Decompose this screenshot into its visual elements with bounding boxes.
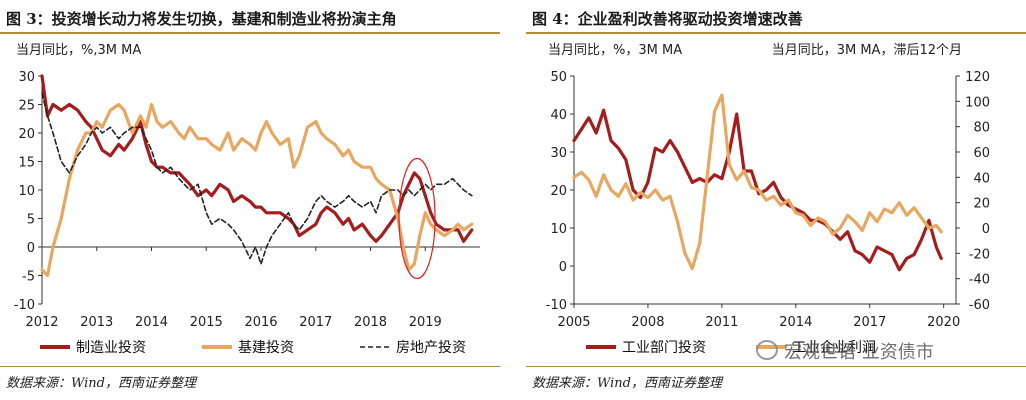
y-axis-label: 当月同比，%,3M MA [16,43,141,58]
x-tick-label: 2014 [779,315,812,330]
y-tick-label: 25 [18,99,35,114]
y-tick-label: 0 [27,241,35,256]
x-tick-label: 2011 [705,315,738,330]
x-tick-label: 2019 [409,315,442,330]
title-rule [526,32,1026,34]
y-tick-label: 20 [550,184,567,199]
wechat-icon [756,340,778,360]
series-line-2 [41,92,473,265]
x-tick-label: 2020 [927,315,960,330]
chart-title: 图 4：企业盈利改善将驱动投资增速改善 [532,10,803,28]
y-tick-label: 30 [18,70,35,85]
chart-panel-left: 图 3：投资增长动力将发生切换，基建和制造业将扮演主角 当月同比，%,3M MA… [0,0,500,400]
legend-label-0: 制造业投资 [76,340,146,356]
legend-label-0: 工业部门投资 [622,340,706,356]
y-tick-label: -5 [22,270,35,285]
series-line-1 [572,93,943,271]
title-rule [0,32,500,34]
y-tick-label: 50 [550,70,567,85]
y2-tick-label: 40 [973,171,990,186]
x-tick-label: 2013 [80,315,113,330]
y2-tick-label: 120 [965,70,990,85]
y2-axis-label: 当月同比，3M MA，滞后12个月 [772,43,962,58]
y-tick-label: 5 [27,213,35,228]
chart-plot-left: 当月同比，%,3M MA -10 -5 0 5 10 15 20 25 30 2012 2013 201… [14,43,480,356]
series-line-1 [40,102,474,278]
y2-tick-label: 20 [973,197,990,212]
y-tick-label: 20 [18,127,35,142]
x-tick-label: 2014 [135,315,168,330]
x-tick-label: 2015 [190,315,223,330]
y2-tick-label: 80 [973,121,990,136]
y2-tick-label: 60 [973,146,990,161]
chart-plot-right: 当月同比，%，3M MA 当月同比，3M MA，滞后12个月 -10 0 10 20 30 4… [546,43,990,356]
source-rule [526,366,1026,367]
y2-tick-label: 100 [965,95,990,110]
y-tick-label: 40 [550,108,567,123]
y2-tick-label: -60 [969,298,990,313]
watermark: 宏观世语 业资债市 [756,338,934,364]
source-rule [0,366,500,367]
y2-tick-label: 0 [982,222,990,237]
x-tick-label: 2017 [299,315,332,330]
chart-title-bar: 图 3：投资增长动力将发生切换，基建和制造业将扮演主角 [0,4,500,30]
watermark-text: 宏观世语 业资债市 [784,342,934,363]
chart-title-bar: 图 4：企业盈利改善将驱动投资增速改善 [526,4,1026,30]
y-tick-label: 30 [550,146,567,161]
y2-tick-label: -40 [969,273,990,288]
highlight-ellipse [398,157,436,280]
legend-label-2: 房地产投资 [396,340,466,356]
y-tick-label: -10 [546,298,567,313]
series-line-0 [40,74,474,243]
source-note: 数据来源：Wind，西南证券整理 [6,376,196,391]
y2-tick-label: -20 [969,247,990,262]
y-tick-label: 10 [550,222,567,237]
legend-label-1: 基建投资 [238,339,294,356]
series-line-0 [572,108,943,272]
y-tick-label: -10 [14,298,35,313]
legend-label-1: 工业企业利润 [792,339,876,356]
x-tick-label: 2016 [244,315,277,330]
x-tick-label: 2018 [354,315,387,330]
x-tick-label: 2012 [25,315,58,330]
x-tick-label: 2005 [557,315,590,330]
y-tick-label: 0 [559,260,567,275]
y-axis-label: 当月同比，%，3M MA [548,43,682,58]
chart-panel-right: 图 4：企业盈利改善将驱动投资增速改善 当月同比，%，3M MA 当月同比，3M … [526,0,1026,400]
y-tick-label: 15 [18,156,35,171]
x-tick-label: 2017 [853,315,886,330]
y-tick-label: 10 [18,184,35,199]
x-tick-label: 2008 [631,315,664,330]
source-note: 数据来源：Wind，西南证券整理 [532,376,722,391]
chart-title: 图 3：投资增长动力将发生切换，基建和制造业将扮演主角 [6,10,397,28]
